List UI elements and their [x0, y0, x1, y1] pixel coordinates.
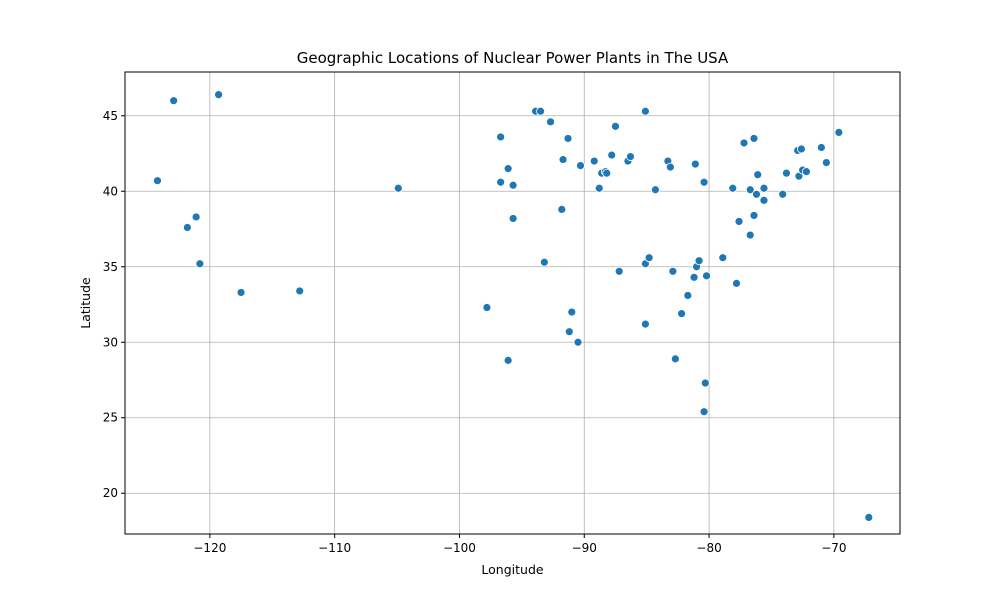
data-point	[864, 512, 874, 522]
x-tick-label: −70	[821, 541, 846, 555]
data-point	[802, 167, 811, 177]
data-point	[214, 90, 223, 100]
data-point	[644, 253, 654, 263]
y-tick-label: 45	[103, 109, 118, 123]
data-point	[641, 106, 650, 116]
data-point	[797, 144, 806, 154]
data-point	[153, 176, 162, 186]
data-point	[782, 168, 791, 178]
x-tick-label: −100	[443, 541, 476, 555]
x-tick-label: −120	[193, 541, 226, 555]
data-point	[482, 303, 492, 312]
y-tick-label: 20	[103, 486, 118, 500]
data-point	[668, 266, 678, 276]
data-point	[690, 159, 700, 169]
y-tick-label: 40	[103, 184, 118, 198]
data-point	[602, 168, 612, 178]
y-tick-label: 30	[103, 335, 118, 349]
data-point	[169, 96, 179, 106]
gridlines	[125, 72, 900, 534]
data-point	[732, 278, 741, 288]
data-point	[594, 183, 604, 193]
data-point	[683, 291, 693, 300]
data-point	[739, 138, 749, 148]
data-point	[728, 183, 738, 193]
data-point	[614, 266, 624, 276]
data-point	[749, 211, 759, 220]
data-point	[670, 354, 680, 364]
data-point	[611, 121, 620, 131]
data-point	[589, 156, 599, 166]
data-point	[734, 217, 744, 226]
data-point	[195, 259, 205, 269]
data-point	[546, 117, 555, 127]
data-point	[699, 407, 709, 417]
y-axis-label: Latitude	[78, 277, 93, 329]
x-tick-label: −80	[696, 541, 721, 555]
data-point	[759, 195, 769, 205]
data-point	[718, 253, 728, 263]
x-tick-label: −110	[318, 541, 351, 555]
data-point	[182, 223, 192, 232]
data-point	[749, 134, 759, 143]
data-point	[393, 183, 403, 193]
data-point	[834, 127, 844, 137]
data-point	[567, 307, 577, 317]
data-point	[816, 143, 826, 152]
y-tick-label: 35	[103, 260, 118, 274]
data-point	[564, 327, 574, 337]
data-point	[745, 185, 755, 195]
data-point	[558, 155, 568, 164]
axis-ticks: −120 −110 −100 −90 −80 −70 20 25 30 35 40 45	[103, 109, 847, 555]
data-point	[699, 177, 709, 187]
data-point	[508, 214, 518, 223]
data-point	[641, 319, 650, 329]
data-point	[508, 180, 518, 190]
data-point	[236, 288, 246, 297]
data-point	[689, 272, 699, 282]
data-point	[650, 185, 660, 195]
data-point	[694, 256, 704, 266]
data-point	[759, 183, 769, 193]
data-point	[778, 189, 788, 199]
data-point	[626, 152, 635, 161]
data-point	[503, 164, 513, 174]
data-point	[496, 132, 506, 142]
data-point	[752, 189, 761, 199]
data-point	[745, 230, 755, 240]
data-point	[563, 134, 573, 143]
data-point	[573, 337, 583, 347]
plot-area-frame	[124, 71, 901, 535]
x-axis-label: Longitude	[481, 562, 543, 577]
data-points	[153, 90, 874, 522]
y-tick-label: 25	[103, 411, 118, 425]
data-point	[539, 257, 549, 267]
data-point	[677, 309, 687, 318]
data-point	[576, 161, 585, 171]
data-point	[665, 162, 675, 172]
data-point	[295, 286, 305, 296]
data-point	[503, 355, 513, 365]
data-point	[607, 150, 617, 160]
x-tick-label: −90	[572, 541, 597, 555]
data-point	[753, 170, 763, 180]
data-point	[536, 106, 545, 116]
chart-title: Geographic Locations of Nuclear Power Pl…	[297, 49, 729, 67]
data-point	[821, 158, 831, 167]
data-point	[557, 204, 567, 214]
data-point	[191, 212, 201, 222]
data-point	[496, 177, 506, 187]
data-point	[700, 378, 710, 388]
data-point	[702, 271, 711, 281]
